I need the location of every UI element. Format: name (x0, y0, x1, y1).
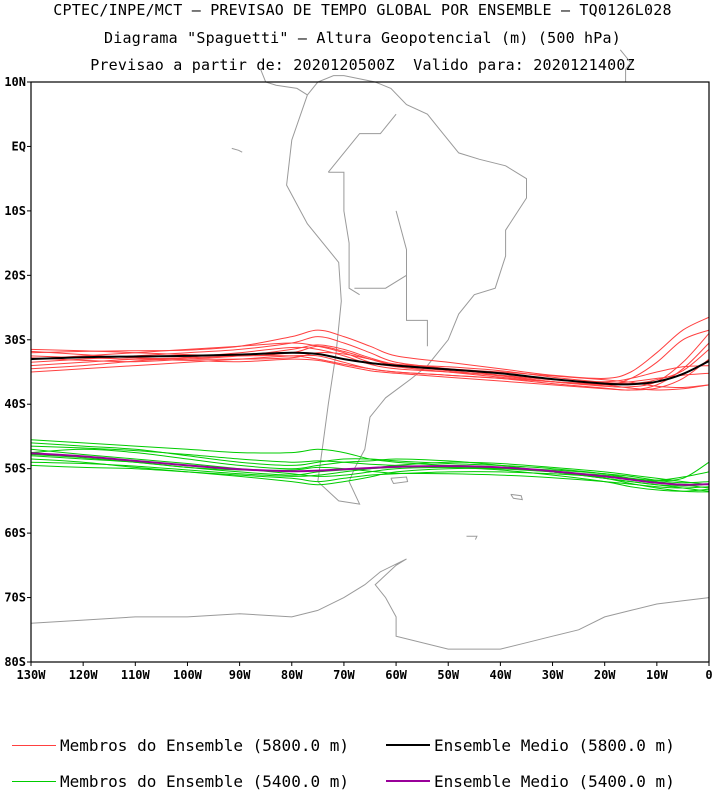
y-tick-label: 30S (4, 333, 26, 347)
chart-title-line-1: CPTEC/INPE/MCT – PREVISAO DE TEMPO GLOBA… (53, 1, 672, 19)
x-tick-label: 10W (646, 668, 668, 682)
x-tick-label: 130W (17, 668, 47, 682)
chart-title-line-2: Diagrama "Spaguetti" – Altura Geopotenci… (104, 29, 621, 47)
x-tick-label: 40W (490, 668, 512, 682)
ensemble-mean-5400-line (30, 452, 710, 486)
x-tick-label: 110W (121, 668, 151, 682)
member-5800-line-3 (30, 332, 710, 388)
legend-swatch-green (12, 780, 56, 782)
ensemble-mean-5800-line (30, 351, 710, 386)
member-5400-line-2 (30, 445, 710, 492)
legend-item-mean-5400: Ensemble Medio (5400.0 m) (386, 771, 675, 791)
chart-title-line-3: Previsao a partir de: 2020120500Z Valido… (90, 56, 635, 74)
y-tick-label: 60S (4, 526, 26, 540)
legend-swatch-black (386, 744, 430, 746)
x-tick-label: 20W (594, 668, 616, 682)
ensemble-mean-group (30, 351, 710, 486)
legend-swatch-red (12, 744, 56, 746)
x-tick-label: 100W (173, 668, 203, 682)
legend-swatch-purple (386, 780, 430, 782)
central-america-coastline (260, 68, 308, 96)
internal-border-1 (328, 171, 360, 296)
africa-coastline (619, 49, 632, 82)
x-tick-label: 90W (229, 668, 251, 682)
legend-label: Membros do Ensemble (5800.0 m) (60, 735, 349, 755)
y-tick-label: 20S (4, 268, 26, 282)
legend-label: Ensemble Medio (5400.0 m) (434, 771, 675, 791)
member-5800-line-9 (30, 346, 710, 383)
legend-label: Membros do Ensemble (5400.0 m) (60, 771, 349, 791)
x-tick-label: 70W (333, 668, 355, 682)
internal-border-4 (327, 113, 397, 173)
internal-border-3 (354, 274, 407, 289)
internal-border-2 (395, 210, 428, 347)
y-tick-label: 50S (4, 462, 26, 476)
x-tick-label: 60W (385, 668, 407, 682)
falkland-islands (390, 476, 409, 485)
y-tick-label: 10N (4, 75, 26, 89)
member-5800-line-6 (30, 354, 710, 391)
member-5400-line-9 (30, 454, 710, 489)
y-tick-label: EQ (12, 139, 26, 153)
antarctica-coastline (30, 558, 710, 650)
x-tick-label: 30W (542, 668, 564, 682)
legend-item-members-5800: Membros do Ensemble (5800.0 m) (12, 735, 349, 755)
south-georgia (510, 493, 523, 501)
y-tick-label: 70S (4, 591, 26, 605)
legend-item-mean-5800: Ensemble Medio (5800.0 m) (386, 735, 675, 755)
plot-frame (30, 81, 710, 663)
x-tick-label: 0 (705, 668, 712, 682)
member-5800-line-1 (30, 316, 710, 380)
x-tick-label: 120W (69, 668, 99, 682)
legend-label: Ensemble Medio (5800.0 m) (434, 735, 675, 755)
south-america-coastline (286, 75, 527, 505)
galapagos (231, 147, 243, 153)
member-5400-line-6 (30, 448, 710, 492)
member-5400-line-8 (30, 442, 710, 489)
members-5400-group (30, 439, 710, 493)
y-tick-label: 10S (4, 204, 26, 218)
legend-item-members-5400: Membros do Ensemble (5400.0 m) (12, 771, 349, 791)
member-5800-line-2 (30, 329, 710, 386)
x-tick-label: 50W (437, 668, 459, 682)
south-orkney (466, 535, 478, 540)
member-5800-line-5 (30, 355, 710, 391)
y-tick-label: 40S (4, 397, 26, 411)
y-tick-label: 80S (4, 655, 26, 669)
members-5800-group (30, 316, 710, 391)
base-map (30, 49, 710, 650)
x-tick-label: 80W (281, 668, 303, 682)
